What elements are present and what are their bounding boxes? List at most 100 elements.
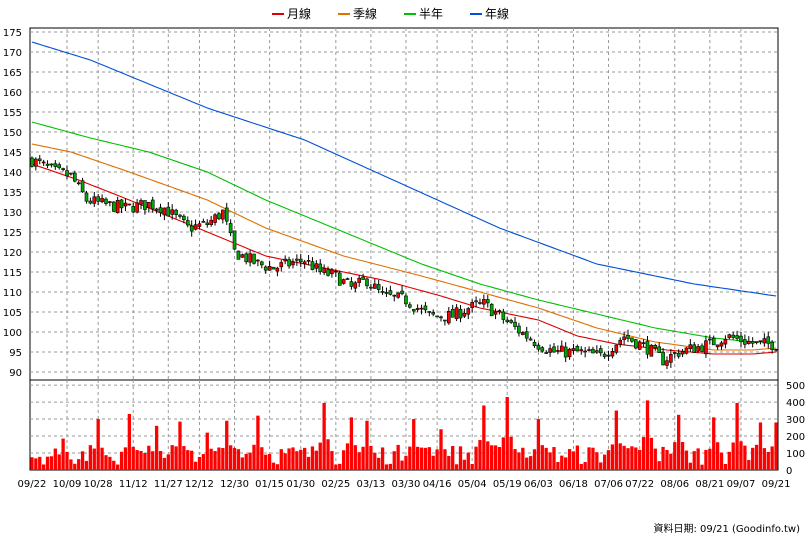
x-tick-label: 05/19 [493,479,522,490]
candle-body [548,348,552,353]
x-tick-label: 05/04 [458,479,487,490]
volume-bar [564,457,568,470]
candle-body [158,207,163,214]
x-tick-label: 09/21 [762,479,791,490]
candle-body [197,223,202,227]
candle-body [641,342,646,344]
volume-y-tick-label: 100 [786,449,805,460]
volume-bar [774,422,778,470]
candle-body [349,281,354,287]
candle-body [178,214,182,217]
candle-body [544,352,548,354]
candle-body [45,163,50,166]
candle-body [69,172,73,175]
x-tick-label: 06/03 [524,479,553,490]
volume-panel: 0 100 200 300 400 500 [29,379,805,477]
candle-body [770,341,774,350]
candle-body [384,292,389,294]
volume-bar [322,402,326,470]
candle-body [271,266,276,270]
volume-bar [73,463,77,470]
candle-body [688,344,693,350]
volume-bar [30,457,34,470]
candle-body [509,320,513,323]
candle-body [661,351,665,366]
price-y-tick-label: 120 [3,248,22,259]
volume-bar [341,450,346,470]
volume-bar [415,446,420,470]
candle-body [404,295,408,305]
volume-bar [626,448,630,470]
candle-body [310,261,315,271]
volume-bar [575,445,580,470]
volume-bar [552,447,556,470]
candle-body [746,340,751,344]
candle-body [719,342,724,347]
candle-body [602,353,607,357]
volume-bar [158,450,163,470]
price-y-tick-label: 160 [3,88,22,99]
volume-bar [700,464,704,470]
price-y-tick-label: 135 [3,188,22,199]
volume-bar [758,422,763,470]
candle-body [571,348,576,351]
volume-bar [334,464,338,470]
legend-label: 月線 [287,6,311,21]
candle-body [450,309,455,318]
candle-body [474,300,478,303]
volume-bar [100,447,104,470]
volume-bar [193,461,198,470]
volume-bar [221,447,225,470]
x-tick-label: 10/09 [53,479,82,490]
volume-bar [657,461,661,470]
candle-body [217,213,221,220]
volume-bar [427,447,431,470]
candle-body [139,200,143,205]
candle-body [750,341,755,344]
volume-bar [731,442,735,470]
volume-bar [392,451,396,470]
volume-bar [404,455,408,470]
legend-label: 年線 [485,6,509,21]
x-tick-label: 11/27 [154,479,183,490]
price-y-tick-label: 110 [3,288,22,299]
x-tick-label: 12/30 [220,479,249,490]
volume-bar [178,421,182,470]
volume-bar [166,454,170,470]
candle-body [524,331,529,339]
candle-body [100,198,104,203]
candle-body [73,172,77,182]
volume-bar [248,452,252,470]
candle-body [704,340,708,355]
volume-bar [641,437,646,470]
volume-bar [271,462,276,470]
price-y-tick-label: 90 [9,368,22,379]
volume-bar [349,417,354,470]
volume-bar [139,450,143,470]
candle-body [57,164,62,169]
volume-bar [751,447,755,470]
volume-bar [345,443,350,470]
volume-plot-area [29,379,779,471]
candle-body [252,253,256,264]
volume-bars [30,396,778,470]
volume-bar [447,455,451,470]
price-y-tick-label: 140 [3,168,22,179]
volume-bar [525,457,529,470]
price-y-tick-label: 170 [3,48,22,59]
candle-body [170,209,174,215]
volume-bar [131,446,135,470]
candle-body [127,203,132,206]
volume-bar [649,437,654,470]
candle-body [115,200,120,214]
volume-bar [708,448,712,470]
volume-bar [225,420,229,470]
volume-bar [451,446,455,470]
volume-bar [606,450,611,470]
candle-body [758,340,763,342]
candle-body [314,263,319,269]
candle-body [443,319,447,322]
candle-body [396,292,400,298]
candle-body [369,286,373,289]
volume-bar [466,452,470,470]
